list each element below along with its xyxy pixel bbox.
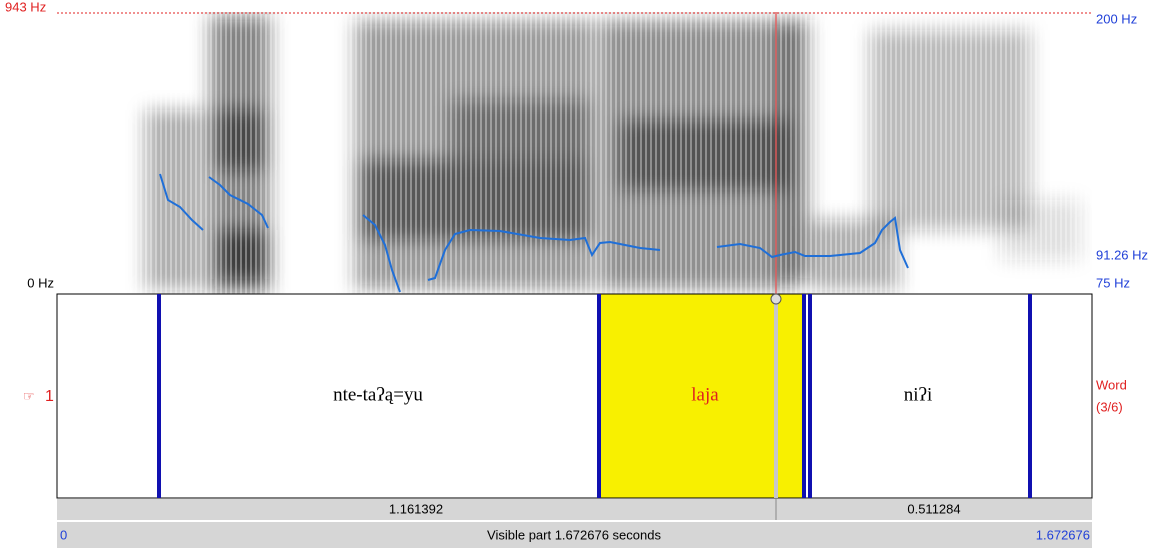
time-start: 0 (60, 527, 67, 542)
tier-pointer: ☞ (23, 388, 35, 403)
interval-text[interactable]: laja (691, 384, 719, 405)
interval-text[interactable]: nte-taʔą=yu (333, 384, 423, 405)
tier-number[interactable]: 1 (45, 388, 54, 405)
cursor-handle[interactable] (771, 294, 781, 304)
pitch-cursor-label: 91.26 Hz (1096, 247, 1148, 262)
duration-right[interactable]: 0.511284 (907, 501, 960, 516)
tier-position: (3/6) (1096, 399, 1123, 414)
page: 943 Hz 0 Hz 200 Hz 91.26 Hz 75 Hz nte-ta… (0, 0, 1158, 548)
boundary[interactable] (597, 294, 601, 498)
textgrid-editor: 943 Hz 0 Hz 200 Hz 91.26 Hz 75 Hz nte-ta… (0, 0, 1158, 548)
boundary[interactable] (157, 294, 161, 498)
visible-caption: Visible part 1.672676 seconds (487, 527, 661, 542)
duration-left[interactable]: 1.161392 (389, 501, 443, 516)
cursor (774, 294, 778, 498)
boundary[interactable] (1028, 294, 1032, 498)
pitch-max-label: 200 Hz (1096, 11, 1137, 26)
interval-text[interactable]: niʔi (904, 384, 933, 405)
time-end: 1.672676 (1036, 527, 1090, 542)
spectrogram (57, 12, 1092, 295)
freq-min-label: 0 Hz (27, 275, 54, 290)
tier-name: Word (1096, 377, 1127, 392)
pitch-min-label: 75 Hz (1096, 275, 1130, 290)
boundary[interactable] (808, 294, 812, 498)
freq-max-label: 943 Hz (5, 0, 46, 14)
boundary[interactable] (802, 294, 806, 498)
